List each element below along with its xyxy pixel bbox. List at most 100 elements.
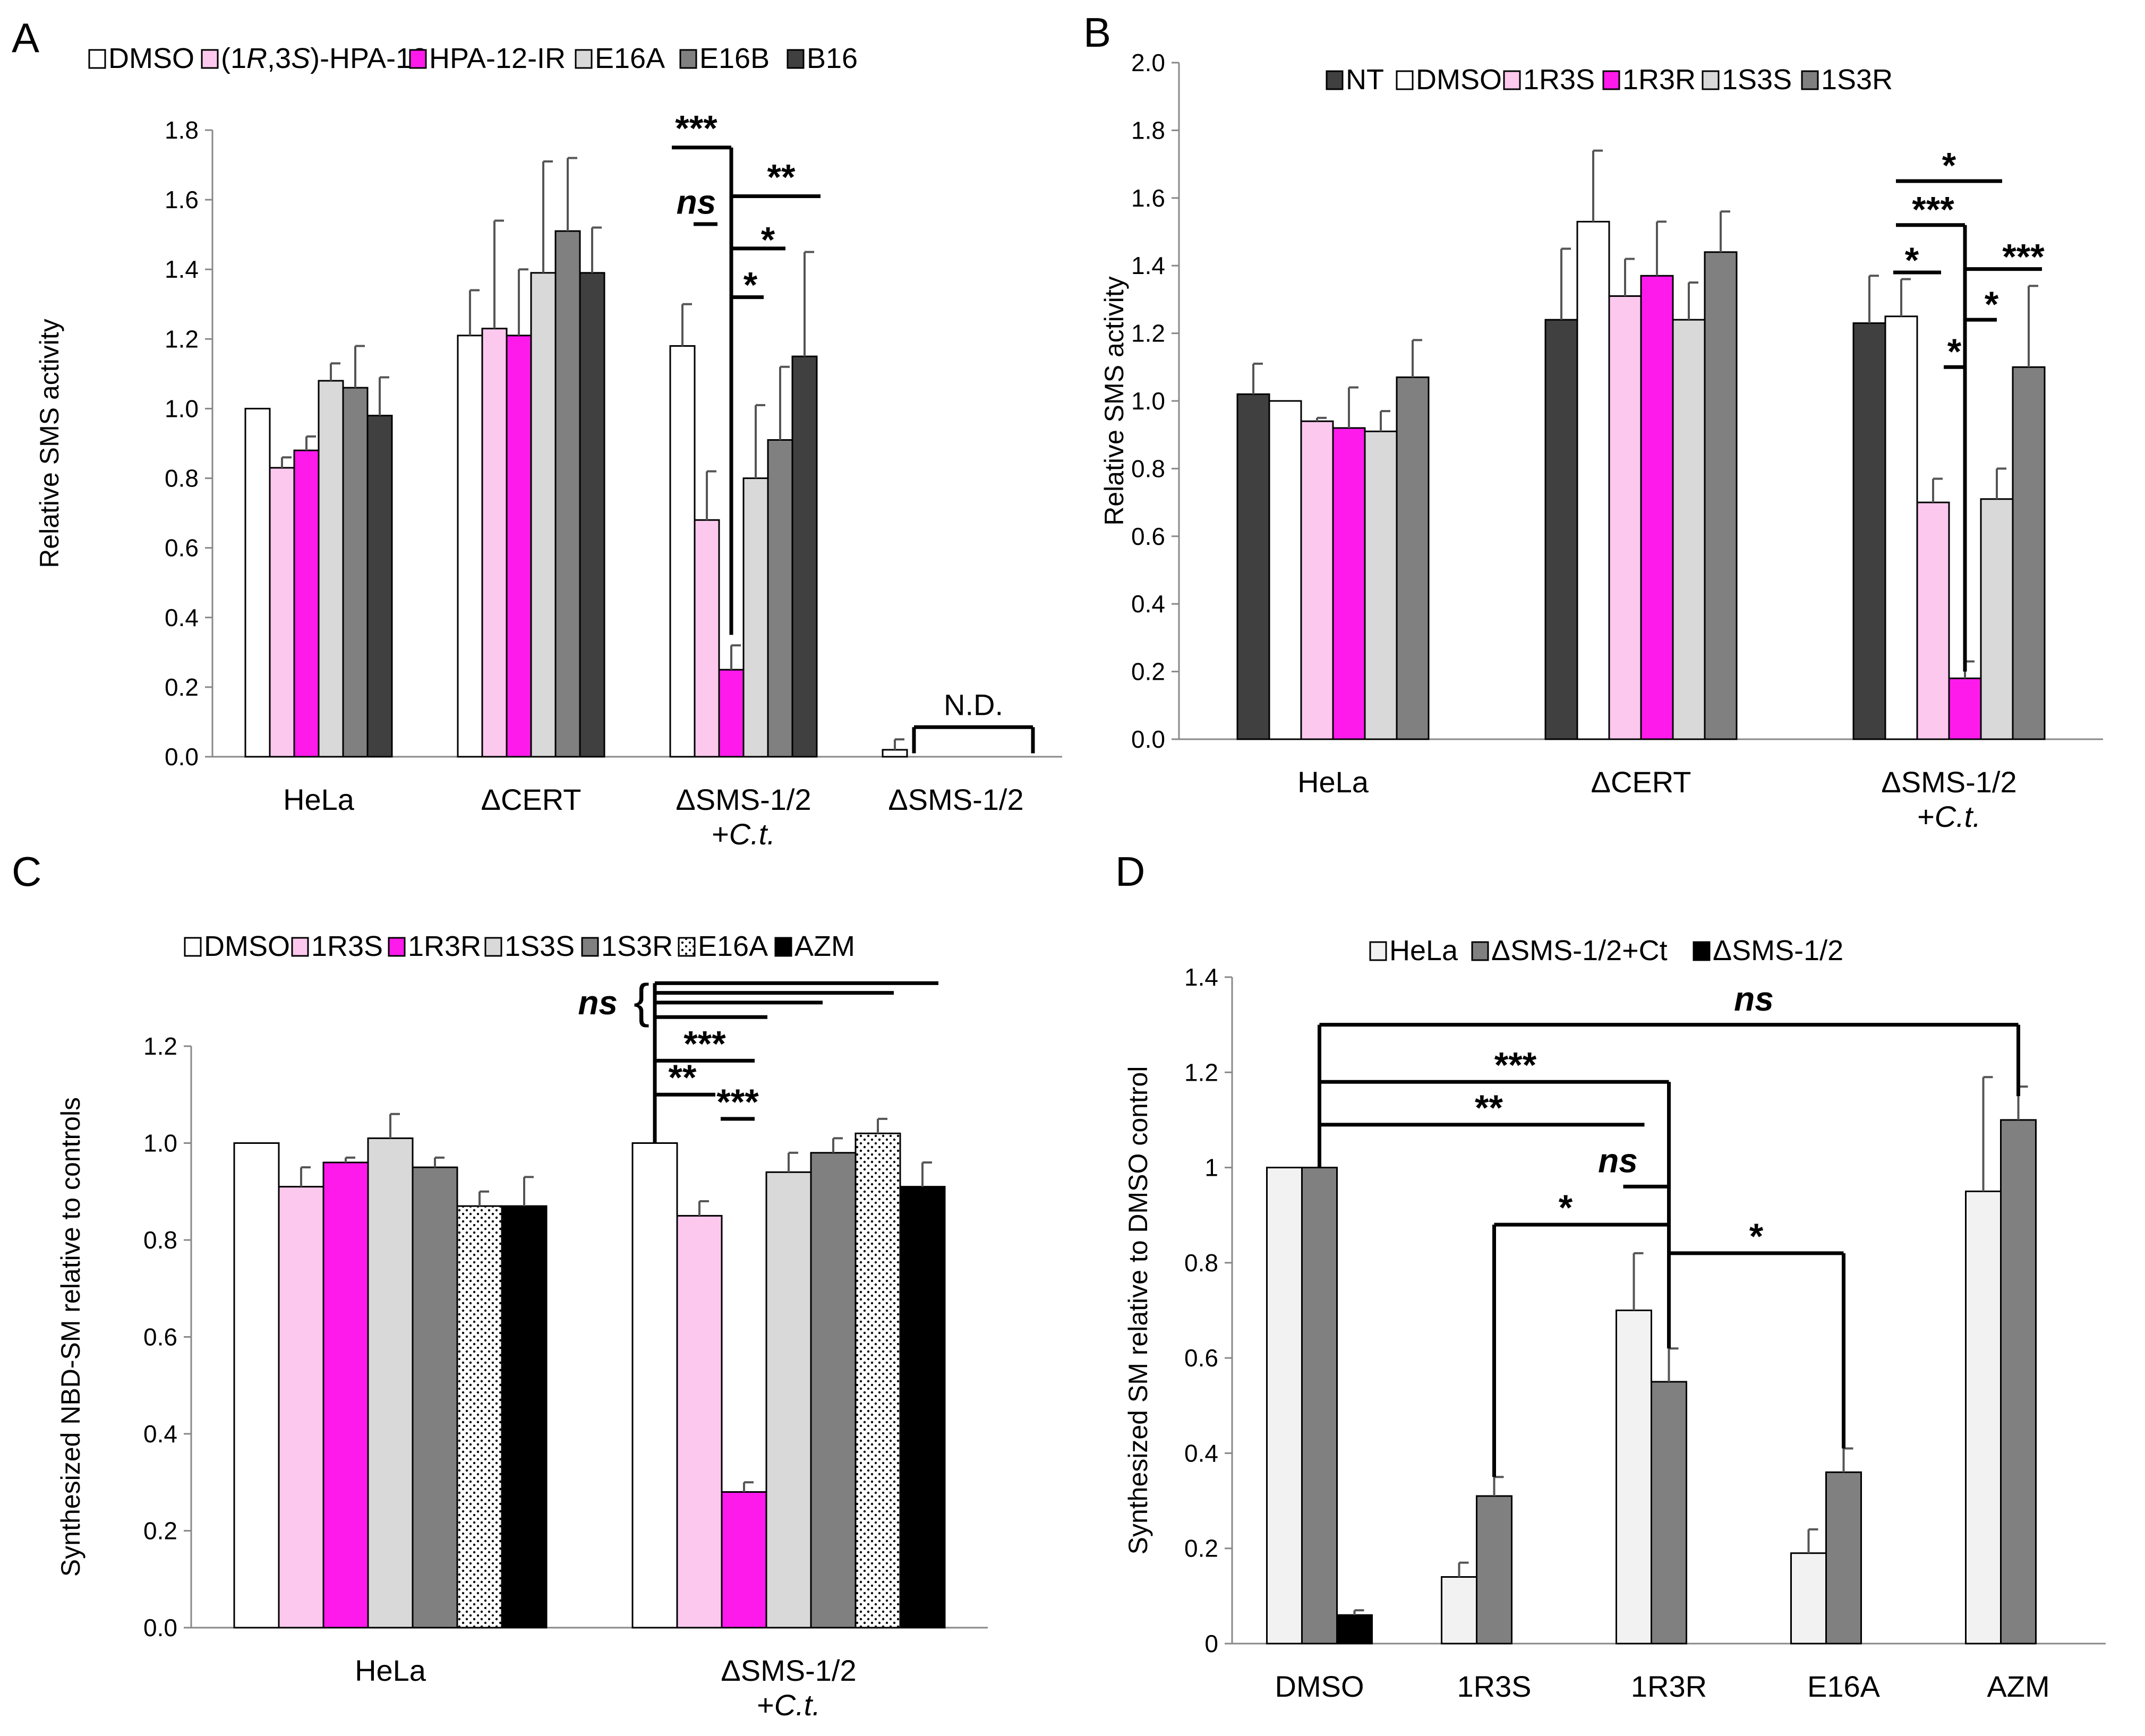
- y-tick-label: 0.4: [1184, 1439, 1218, 1467]
- bar-nt: [1236, 393, 1270, 740]
- legend-label: 1R3S: [311, 930, 383, 962]
- bar--sms-1-2-ct: [1476, 1495, 1512, 1645]
- y-tick-label: 1.4: [165, 255, 199, 283]
- bar-hela: [1441, 1576, 1477, 1645]
- legend-swatch: [1503, 70, 1521, 90]
- legend-label: (1R,3S)-HPA-12: [221, 42, 428, 74]
- significance-label: *: [761, 219, 775, 260]
- y-tick-label: 1.4: [1184, 963, 1218, 991]
- significance-label: *: [1942, 146, 1956, 186]
- y-tick-label: 0.8: [1184, 1249, 1218, 1277]
- panel-label-c: C: [12, 848, 41, 895]
- legend-swatch: [1801, 70, 1819, 90]
- legend-swatch: [1369, 941, 1387, 961]
- significance-label: ns: [1598, 1142, 1638, 1180]
- legend-swatch: [1702, 70, 1720, 90]
- significance-label: **: [669, 1057, 697, 1098]
- bar-nt: [1544, 319, 1578, 740]
- legend-swatch: [88, 49, 106, 69]
- y-tick-label: 1.6: [165, 186, 199, 213]
- x-category-label: HeLa: [355, 1654, 426, 1687]
- bar-1r3s: [1608, 295, 1642, 740]
- significance-label: *: [1905, 240, 1919, 280]
- bar-1s3r: [810, 1152, 857, 1629]
- bar-e16a: [456, 1205, 503, 1629]
- significance-label: ns: [1734, 980, 1774, 1018]
- legend-label: E16A: [698, 930, 768, 962]
- y-tick-label: 0.2: [143, 1517, 177, 1545]
- y-tick-label: 0.0: [143, 1614, 177, 1641]
- bar-1r3s: [1916, 501, 1950, 740]
- significance-label: ***: [1494, 1045, 1537, 1085]
- legend-label: E16A: [595, 42, 665, 74]
- significance-label: ns: [578, 984, 618, 1022]
- y-tick-label: 0.4: [1131, 590, 1165, 618]
- bar-e16b: [342, 387, 369, 758]
- bar-1s3r: [1396, 376, 1430, 740]
- legend-label: 1S3S: [1722, 64, 1792, 96]
- bar-1r3r: [1640, 275, 1674, 740]
- bar-1r3r: [1332, 427, 1366, 740]
- bar-1s3r: [2012, 366, 2046, 740]
- y-tick-label: 1: [1204, 1154, 1218, 1182]
- legend-label: 1S3S: [505, 930, 575, 962]
- bar-dmso: [457, 335, 483, 758]
- y-tick-label: 1.2: [143, 1032, 177, 1060]
- y-tick-label: 1.0: [143, 1130, 177, 1157]
- bar-b16: [366, 415, 393, 758]
- x-category-label: ΔSMS-1/2: [1881, 765, 2016, 799]
- significance-label: **: [767, 157, 796, 197]
- bar--sms-1-2-ct: [1301, 1167, 1338, 1645]
- legend-label: E16B: [699, 42, 770, 74]
- legend-swatch: [1602, 70, 1620, 90]
- x-category-label: ΔSMS-1/2: [676, 783, 811, 816]
- legend-label: AZM: [794, 930, 855, 962]
- y-tick-label: 1.0: [165, 395, 199, 422]
- legend-swatch: [201, 49, 219, 69]
- chart-panel-d: 0 0.2 0.4 0.6 0.8 1 1.2 1.4 Synthesized SM relat…: [1123, 935, 2106, 1703]
- panel-label-a: A: [12, 14, 39, 61]
- y-tick-label: 1.0: [1131, 387, 1165, 415]
- legend-label: 1R3R: [408, 930, 481, 962]
- legend-label: ΔSMS-1/2: [1713, 935, 1843, 967]
- legend-swatch: [1326, 70, 1344, 90]
- x-category-label-line2: +C.t.: [757, 1688, 821, 1722]
- bar-1r3r: [1948, 677, 1982, 740]
- legend-swatch: [678, 937, 696, 957]
- legend-swatch: [1693, 941, 1711, 961]
- y-tick-label: 1.2: [165, 325, 199, 353]
- x-category-label: AZM: [1987, 1670, 2049, 1703]
- legend-label: DMSO: [204, 930, 290, 962]
- y-tick-label: 0.2: [1131, 658, 1165, 686]
- bar-dmso: [233, 1142, 280, 1629]
- bar-1s3s: [1980, 498, 2014, 740]
- bar--1r-3s-hpa-12: [694, 519, 720, 758]
- bar-hela: [1790, 1552, 1827, 1645]
- legend-label: 1S3R: [601, 930, 673, 962]
- y-tick-label: 1.2: [1131, 320, 1165, 347]
- legend-label: 1R3R: [1622, 64, 1696, 96]
- x-category-label: ΔCERT: [1591, 765, 1691, 799]
- bar-e16a: [530, 272, 557, 758]
- bar-dmso: [882, 749, 908, 758]
- significance-label: **: [1475, 1088, 1503, 1128]
- significance-label: *: [1985, 284, 1999, 324]
- y-tick-label: 2.0: [1131, 49, 1165, 76]
- y-tick-label: 1.8: [165, 116, 199, 144]
- legend-label: HPA-12-IR: [429, 42, 566, 74]
- bar-e16a: [742, 477, 769, 758]
- significance-label: ***: [675, 108, 717, 149]
- not-detected-label: N.D.: [944, 688, 1003, 721]
- x-category-label: ΔCERT: [481, 783, 582, 816]
- bar--1r-3s-hpa-12: [269, 467, 295, 758]
- legend-label: 1R3S: [1523, 64, 1595, 96]
- x-category-label: HeLa: [283, 783, 355, 816]
- legend-label: 1S3R: [1821, 64, 1893, 96]
- significance-label: ***: [1912, 189, 1954, 229]
- bar-nt: [1852, 322, 1886, 740]
- legend-swatch: [787, 49, 805, 69]
- x-category-label: 1R3S: [1457, 1670, 1531, 1703]
- y-tick-label: 0.0: [165, 743, 199, 771]
- significance-label: ***: [716, 1082, 759, 1122]
